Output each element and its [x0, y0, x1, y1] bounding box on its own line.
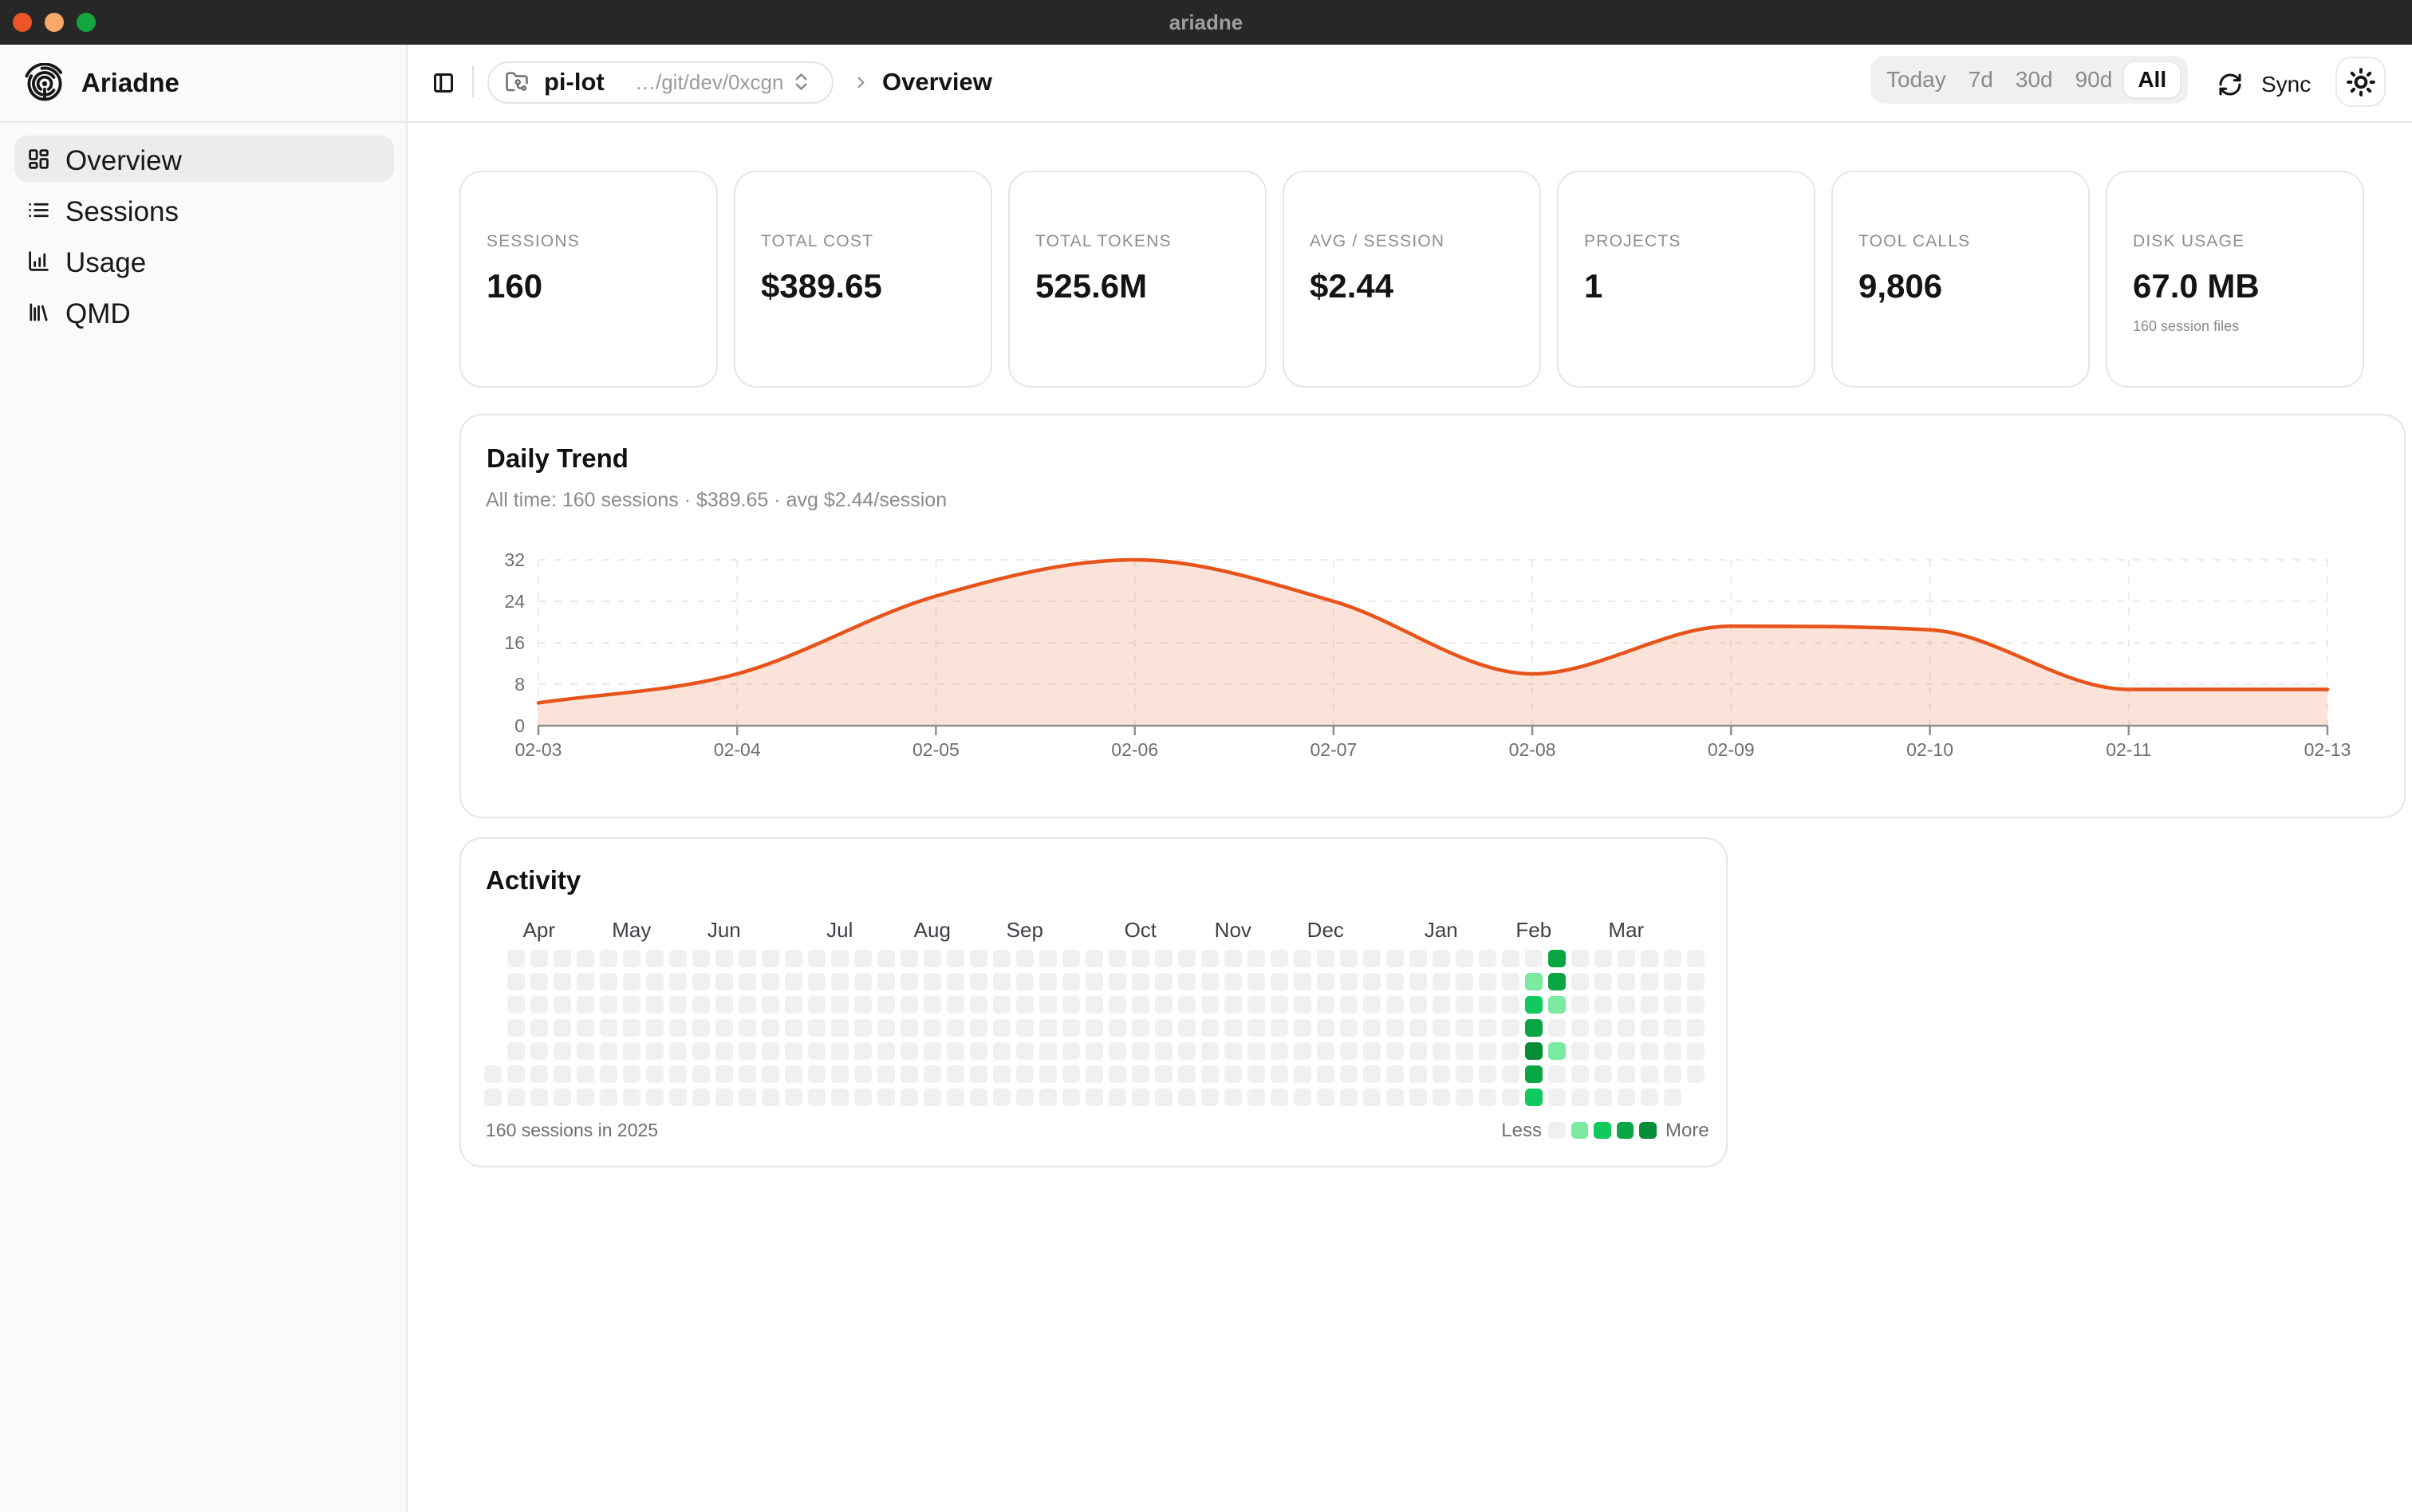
svg-text:02-04: 02-04	[714, 739, 761, 760]
svg-text:02-08: 02-08	[1509, 739, 1556, 760]
svg-text:02-10: 02-10	[1906, 739, 1953, 760]
svg-text:02-05: 02-05	[912, 739, 960, 760]
svg-text:02-03: 02-03	[515, 739, 562, 760]
svg-text:02-06: 02-06	[1111, 739, 1158, 760]
svg-text:02-07: 02-07	[1310, 739, 1357, 760]
svg-text:32: 32	[504, 549, 525, 570]
svg-text:24: 24	[504, 591, 525, 612]
svg-text:8: 8	[514, 674, 525, 695]
svg-text:02-09: 02-09	[1708, 739, 1755, 760]
svg-text:0: 0	[514, 715, 525, 736]
svg-text:02-11: 02-11	[2106, 739, 2151, 760]
svg-text:16: 16	[504, 632, 525, 653]
svg-text:02-13: 02-13	[2304, 739, 2351, 760]
